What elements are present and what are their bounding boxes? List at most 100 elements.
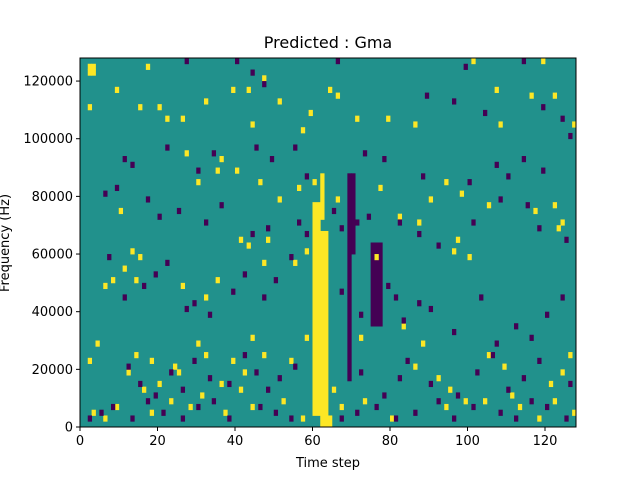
- high-cell: [262, 259, 267, 266]
- low-cell: [180, 415, 186, 422]
- x-tick-label: 40: [227, 434, 244, 449]
- high-cell: [204, 98, 209, 105]
- high-cell: [235, 167, 240, 174]
- low-cell: [122, 156, 127, 163]
- high-cell: [219, 380, 224, 388]
- low-cell: [362, 150, 368, 157]
- high-cell: [231, 86, 236, 93]
- low-cell: [289, 415, 294, 422]
- low-cell: [339, 288, 344, 295]
- low-cell: [169, 369, 174, 376]
- high-cell: [459, 190, 465, 197]
- low-cell: [142, 282, 147, 290]
- y-tick-label: 40000: [32, 305, 73, 320]
- high-cell: [176, 369, 182, 376]
- low-cell: [498, 196, 503, 203]
- high-cell: [219, 156, 224, 163]
- high-cell: [374, 254, 379, 261]
- low-cell: [103, 190, 108, 197]
- high-cell: [560, 219, 565, 226]
- low-cell: [231, 288, 236, 295]
- low-cell: [436, 242, 441, 249]
- low-cell: [490, 352, 496, 359]
- low-cell: [421, 173, 426, 180]
- low-cell: [564, 415, 569, 422]
- low-band: [351, 173, 356, 255]
- low-cell: [242, 271, 248, 278]
- x-tick-label: 0: [76, 434, 84, 449]
- high-cell: [335, 92, 341, 99]
- low-cell: [417, 230, 422, 238]
- high-cell: [138, 254, 143, 261]
- low-cell: [273, 277, 279, 284]
- low-cell: [521, 156, 527, 163]
- y-tick-label: 60000: [32, 248, 73, 263]
- high-cell: [444, 179, 449, 186]
- high-cell: [304, 248, 310, 255]
- low-cell: [564, 236, 569, 243]
- high-cell: [552, 202, 558, 209]
- high-cell: [250, 403, 255, 411]
- low-cell: [452, 328, 457, 336]
- high-cell: [238, 236, 244, 243]
- low-cell: [494, 161, 499, 168]
- high-cell: [266, 236, 271, 243]
- high-cell: [537, 415, 542, 422]
- high-cell: [87, 104, 93, 111]
- low-cell: [560, 115, 565, 122]
- low-cell: [207, 311, 213, 318]
- high-cell: [173, 363, 178, 370]
- high-cell: [494, 86, 499, 93]
- low-cell: [397, 375, 403, 382]
- high-cell: [471, 58, 476, 65]
- low-cell: [545, 403, 550, 411]
- high-cell: [378, 184, 383, 192]
- low-cell: [386, 282, 391, 290]
- y-axis-title: Frequency (Hz): [0, 194, 13, 292]
- low-cell: [494, 340, 499, 347]
- low-cell: [258, 403, 263, 411]
- high-cell: [436, 375, 441, 382]
- high-cell: [300, 127, 306, 134]
- high-cell: [300, 415, 306, 422]
- high-cell: [262, 75, 267, 82]
- low-cell: [366, 213, 372, 220]
- low-cell: [304, 173, 310, 180]
- high-cell: [335, 196, 341, 203]
- low-cell: [471, 403, 476, 411]
- high-cell: [483, 398, 488, 405]
- low-cell: [417, 300, 422, 307]
- low-cell: [254, 144, 259, 151]
- high-cell: [231, 357, 236, 364]
- high-cell: [95, 340, 100, 347]
- x-axis-title: Time step: [295, 456, 360, 471]
- low-cell: [521, 375, 527, 382]
- high-cell: [397, 213, 403, 220]
- low-cell: [211, 398, 217, 405]
- low-cell: [176, 207, 182, 215]
- low-cell: [145, 398, 151, 405]
- low-cell: [560, 294, 565, 301]
- high-cell: [87, 69, 93, 76]
- chart-title: Predicted : Gma: [264, 33, 392, 52]
- high-cell: [486, 202, 492, 209]
- low-cell: [184, 305, 189, 313]
- high-cell: [169, 398, 174, 405]
- high-cell: [556, 225, 561, 232]
- high-cell: [258, 179, 263, 186]
- high-cell: [250, 334, 255, 341]
- low-cell: [568, 380, 573, 388]
- low-cell: [355, 219, 360, 226]
- low-cell: [339, 415, 344, 422]
- high-cell: [142, 386, 147, 393]
- low-cell: [277, 375, 282, 382]
- low-cell: [293, 363, 298, 370]
- low-cell: [405, 357, 410, 364]
- low-cell: [304, 230, 310, 238]
- low-cell: [452, 415, 457, 422]
- low-cell: [161, 409, 166, 416]
- high-cell: [138, 104, 143, 111]
- low-cell: [227, 380, 232, 388]
- low-cell: [467, 179, 472, 186]
- high-cell: [328, 86, 333, 93]
